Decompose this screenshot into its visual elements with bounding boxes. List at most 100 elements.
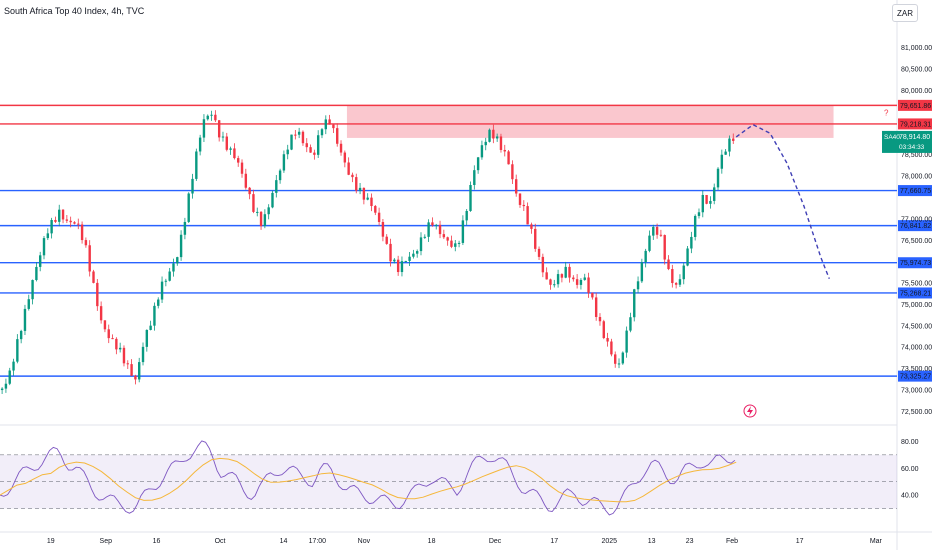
candle-body: [640, 262, 644, 282]
candle: [229, 146, 232, 155]
candle-body: [267, 207, 270, 215]
candle-body: [682, 265, 685, 280]
candle: [141, 342, 145, 366]
candle: [564, 261, 567, 279]
candle-body: [77, 223, 80, 225]
candle: [313, 149, 316, 160]
candle-body: [221, 136, 225, 138]
candle: [130, 359, 133, 376]
candle: [678, 274, 682, 288]
candle: [575, 274, 579, 289]
candle-body: [61, 209, 65, 220]
candle: [435, 223, 438, 230]
candle-body: [446, 237, 449, 241]
candle-body: [476, 157, 480, 171]
candle: [320, 128, 324, 139]
candle-body: [122, 347, 126, 364]
level-label-bg: [898, 118, 932, 130]
candle-body: [644, 250, 647, 263]
candle: [693, 214, 697, 241]
candle-body: [46, 233, 50, 239]
candle-body: [591, 292, 594, 298]
candle-body: [583, 277, 586, 280]
candle: [499, 133, 503, 153]
candle: [301, 130, 305, 146]
candle: [473, 165, 476, 190]
candle-body: [621, 352, 625, 364]
candle-body: [278, 170, 282, 181]
candle: [233, 143, 236, 160]
candle: [179, 230, 183, 261]
candle-body: [210, 114, 213, 116]
candle-body: [705, 194, 708, 204]
candle: [591, 292, 594, 300]
candle-body: [252, 194, 255, 212]
level-label-text: 79,651.86: [900, 103, 931, 110]
candle: [290, 134, 293, 151]
candle-body: [23, 308, 27, 331]
level-label-text: 75,974.73: [900, 260, 931, 267]
candle: [336, 123, 339, 147]
price-tick-label: 75,000.00: [901, 302, 932, 309]
candle: [96, 279, 99, 311]
candle-body: [301, 131, 305, 144]
candle-body: [697, 212, 701, 216]
candle: [145, 329, 149, 352]
candle-body: [130, 364, 133, 376]
level-label-bg: [898, 287, 932, 299]
candle: [237, 155, 240, 167]
candle: [309, 144, 312, 153]
candle-body: [138, 362, 141, 380]
candle-body: [362, 187, 366, 200]
candle: [54, 216, 57, 223]
candle: [488, 128, 491, 143]
candle: [507, 150, 510, 165]
candle-body: [389, 243, 392, 262]
candle: [526, 202, 529, 225]
candle-body: [488, 129, 491, 142]
price-tick-label: 81,000.00: [901, 45, 932, 52]
currency-badge[interactable]: ZAR: [892, 4, 918, 22]
candle-body: [99, 306, 103, 321]
candle-body: [355, 177, 358, 191]
candle-body: [145, 329, 149, 347]
candle-body: [427, 222, 430, 237]
candle: [732, 133, 735, 144]
candle-body: [172, 263, 175, 272]
candle-body: [499, 136, 503, 150]
price-tick-label: 78,000.00: [901, 174, 932, 181]
x-tick-label: 17:00: [309, 538, 327, 545]
candle-body: [305, 143, 308, 148]
rsi-tick-label: 80.00: [901, 439, 919, 446]
candle-body: [160, 281, 164, 300]
candle: [92, 269, 95, 284]
candle-body: [168, 271, 171, 281]
candle: [556, 269, 560, 288]
candle-body: [27, 299, 30, 309]
candle-body: [294, 134, 297, 136]
candle-body: [602, 321, 605, 339]
candle-body: [187, 193, 190, 222]
candle-body: [38, 255, 42, 267]
candle: [316, 130, 320, 158]
candle-body: [579, 279, 583, 285]
candle-body: [545, 272, 548, 280]
candle: [328, 114, 331, 125]
candle-body: [111, 338, 114, 340]
price-tick-label: 80,500.00: [901, 67, 932, 74]
candle-body: [65, 219, 69, 221]
candle-body: [534, 228, 537, 249]
candle-body: [435, 224, 438, 226]
candle: [42, 236, 46, 260]
candle: [621, 351, 625, 365]
chart-title: South Africa Top 40 Index, 4h, TVC: [4, 6, 145, 16]
candle-body: [58, 209, 61, 222]
candle: [374, 204, 377, 216]
candle: [138, 357, 141, 383]
level-label-3: 76,841.82: [898, 220, 932, 232]
candle: [46, 228, 50, 241]
candle: [69, 216, 72, 228]
candle-body: [442, 234, 446, 238]
